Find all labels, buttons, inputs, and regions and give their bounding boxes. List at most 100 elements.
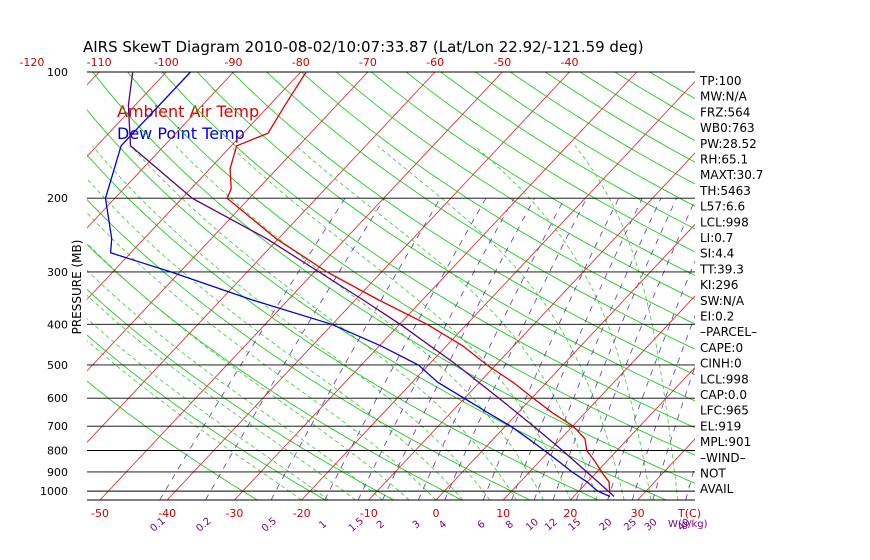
top-temp-tick-label: -60 [426,56,444,69]
stability-index-item: SW:N/A [700,294,745,308]
dry-adiabat-line [301,72,695,325]
isotherm-line [234,72,638,500]
pressure-tick-label: 900 [47,466,68,479]
chart-title: AIRS SkewT Diagram 2010-08-02/10:07:33.8… [83,38,644,56]
top-temp-tick-label: -70 [359,56,377,69]
stability-index-item: LFC:965 [700,404,749,418]
stability-index-item: WB0:763 [700,121,755,135]
dry-adiabat-line [266,72,695,350]
dry-adiabat-line [87,154,599,500]
mixing-ratio-line [444,198,587,500]
dry-adiabat-line [510,72,695,185]
stability-index-item: LCL:998 [700,215,749,229]
stability-index-item: CAP:0.0 [700,388,747,402]
dry-adiabat-line [87,288,394,500]
stability-index-item: SI:4.4 [700,247,734,261]
mixing-ratio-tick-label: 12 [543,517,560,534]
stability-index-item: RH:65.1 [700,153,748,167]
top-temp-tick-label: -100 [154,56,179,69]
isotherm-line [772,72,870,500]
dry-adiabat-line [475,72,695,207]
pressure-tick-label: 300 [47,266,68,279]
moist-adiabat-line [87,178,464,500]
mixing-ratio-tick-label: 6 [476,519,488,532]
stability-index-item: NOT [700,467,726,481]
stability-index-item: FRZ:564 [700,105,750,119]
mixing-ratio-tick-label: 0.2 [194,516,213,535]
stability-index-item: LI:0.7 [700,231,733,245]
mixing-ratio-unit-label: W(g/kg) [668,519,708,530]
stability-index-item: –PARCEL– [700,325,757,339]
mixing-ratio-line [576,199,695,500]
top-temp-tick-label: -90 [225,56,243,69]
mixing-ratio-line [159,197,346,500]
bottom-temp-tick-label: -20 [293,507,311,520]
mixing-ratio-tick-label: 10 [524,517,541,534]
stability-index-item: L57:6.6 [700,200,745,214]
mixing-ratio-line [417,198,565,500]
isotherm-line [87,72,369,372]
dry-adiabat-line [370,72,695,277]
mixing-ratio-line [652,365,695,500]
isotherm-line [166,72,570,500]
top-temp-tick-label: -50 [493,56,511,69]
mixing-ratio-tick-label: 0.5 [260,516,279,535]
mixing-ratio-tick-label: 2 [375,519,387,532]
stability-index-item: EL:919 [700,419,741,433]
mixing-ratio-line [685,464,695,500]
mixing-ratio-line [607,260,695,500]
mixing-ratio-tick-label: 8 [504,519,516,532]
top-temp-tick-label: -120 [19,56,44,69]
mixing-ratio-line [533,198,662,500]
mixing-ratio-tick-label: 20 [598,517,615,534]
bottom-temp-tick-label: -30 [225,507,243,520]
stability-index-item: TT:39.3 [699,262,744,276]
mixing-ratio-tick-label: 3 [411,519,423,532]
top-temp-tick-label: -110 [87,56,112,69]
mixing-ratio-line [631,314,695,500]
mixing-ratio-line [552,198,677,500]
bottom-temp-tick-label: 10 [496,507,510,520]
pressure-tick-label: 600 [47,392,68,405]
moist-adiabat-line [92,145,491,500]
isotherm-line [0,72,32,500]
pressure-tick-label: 400 [47,318,68,331]
top-temp-tick-label: -80 [292,56,310,69]
mixing-ratio-line [205,197,385,500]
stability-index-item: CINH:0 [700,357,742,371]
dry-adiabat-line [405,72,695,253]
top-temp-tick-label: -40 [561,56,579,69]
isotherm-line [435,223,695,500]
pressure-tick-label: 800 [47,445,68,458]
isotherm-line [99,72,503,500]
mixing-ratio-tick-label: 4 [437,519,449,532]
mixing-ratio-tick-label: 30 [643,517,660,534]
mixing-ratio-line [270,197,441,500]
dry-adiabat-line [87,199,531,500]
dry-adiabat-line [336,72,695,301]
stability-index-item: CAPE:0 [700,341,743,355]
isotherm-line [87,72,234,229]
stability-index-item: MW:N/A [700,90,748,104]
isotherm-line [87,72,100,86]
isotherm-line [87,72,167,158]
stability-index-item: KI:296 [700,278,738,292]
stability-index-item: TP:100 [699,74,742,88]
stability-index-item: AVAIL [700,482,734,496]
dew-point-temp-line [104,71,611,498]
dry-adiabat-line [231,72,695,376]
dry-adiabat-line [162,72,695,429]
y-axis-label: PRESSURE (MB) [70,240,84,335]
legend-ambient-air-temp: Ambient Air Temp [117,102,259,121]
bottom-temp-tick-label: -40 [158,507,176,520]
stability-index-item: TH:5463 [699,184,751,198]
bottom-temp-tick-label: 30 [631,507,645,520]
dry-adiabat-line [127,72,695,456]
stability-index-item: –WIND– [700,451,746,465]
isotherm-line [87,72,302,301]
ambient-air-temp-line [226,71,611,492]
pressure-tick-label: 200 [47,192,68,205]
parcel-line [127,71,615,497]
